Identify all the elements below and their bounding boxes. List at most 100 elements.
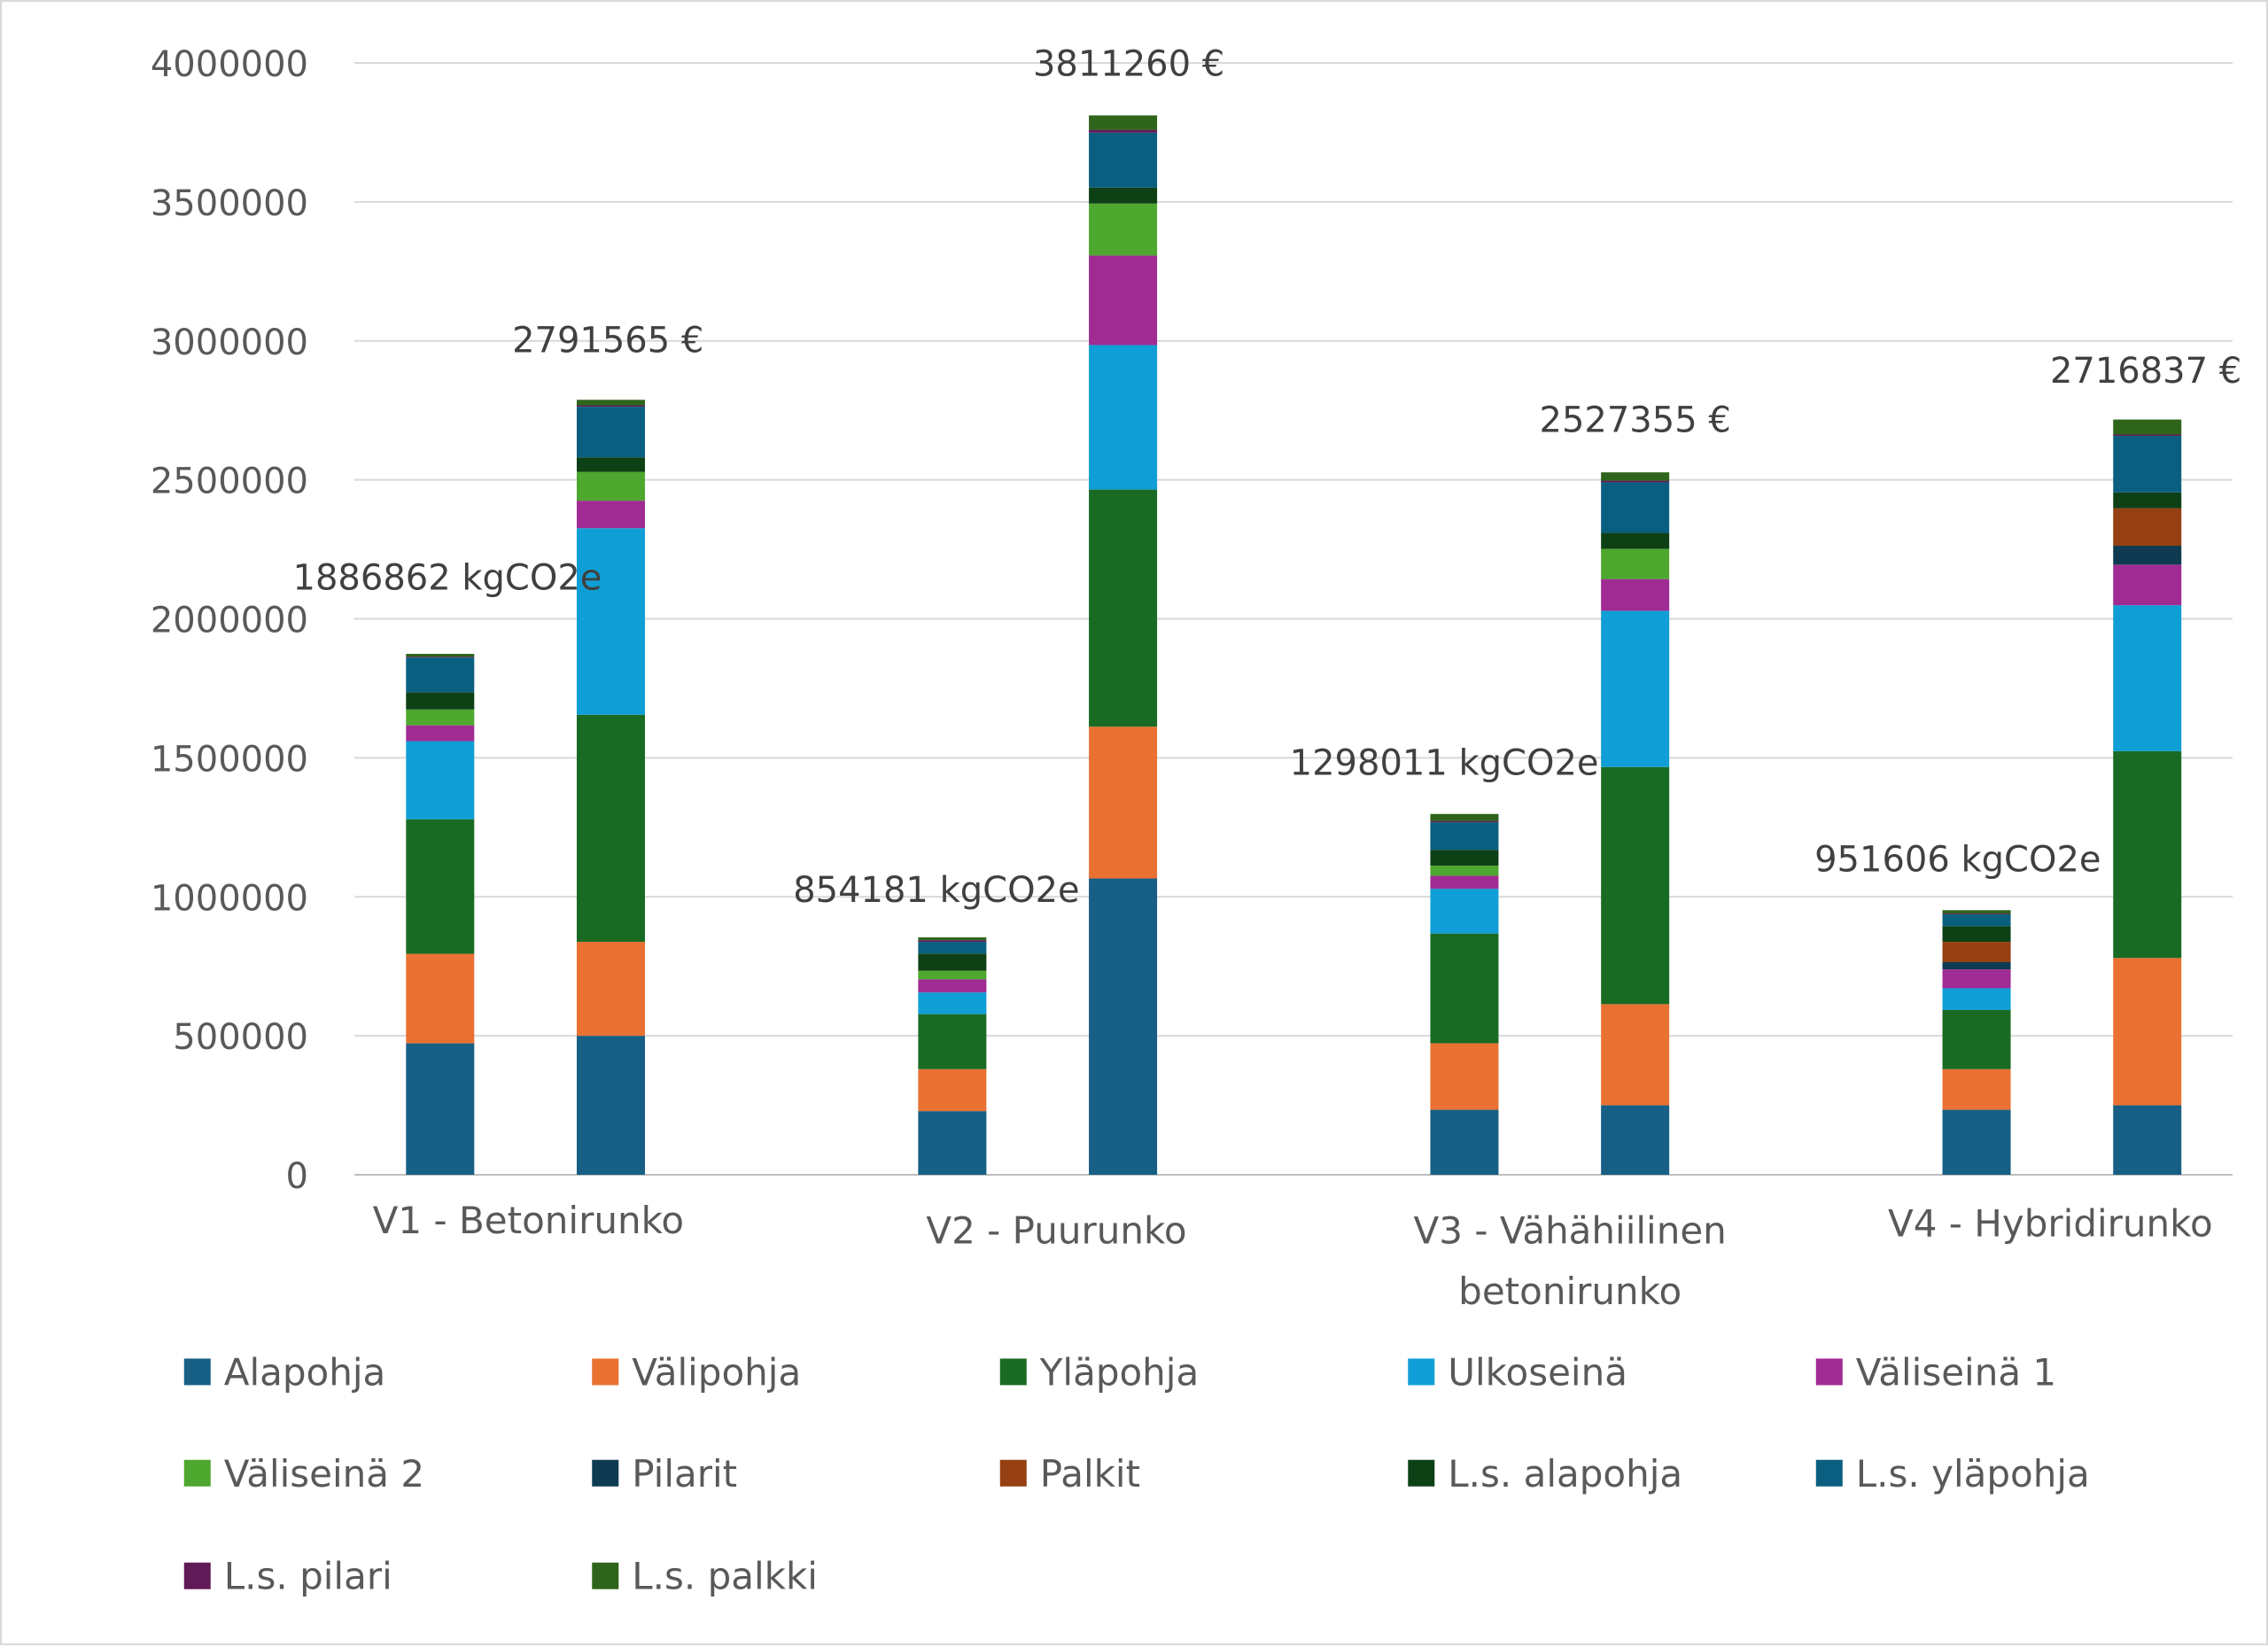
bar-segment-pilarit (2113, 545, 2182, 565)
bar-segment-l-s-palkki (406, 654, 475, 657)
legend-swatch (999, 1358, 1027, 1386)
bar-segment-alapohja (1089, 878, 1158, 1175)
bar-segment-v-lisein-2 (1430, 866, 1499, 876)
bar-segment-v-lisein-1 (576, 501, 645, 529)
legend-label: Alapohja (224, 1350, 386, 1394)
bar-segment-v-lipohja (1430, 1043, 1499, 1110)
bar-segment-l-s-pilari (918, 940, 987, 943)
legend-label: Väliseinä 1 (1856, 1350, 2056, 1394)
bar-segment-ulkosein- (406, 741, 475, 820)
bar-segment-yl-pohja (576, 714, 645, 943)
bar-segment-l-s-palkki (1089, 115, 1158, 130)
legend-label: L.s. pilari (224, 1555, 392, 1598)
bar-segment-v-lisein-1 (918, 979, 987, 993)
legend-label: L.s. yläpohja (1856, 1452, 2090, 1496)
bar-segment-l-s-yl-pohja (1430, 822, 1499, 851)
bar-segment-l-s-yl-pohja (1089, 132, 1158, 188)
bar-segment-yl-pohja (1430, 933, 1499, 1044)
x-category-label: V1 - Betonirunko (373, 1199, 684, 1242)
bar-segment-v-lisein-2 (576, 471, 645, 501)
bar-segment-l-s-yl-pohja (2113, 436, 2182, 493)
bar-segment-alapohja (1601, 1105, 1670, 1175)
bar-segment-l-s-pilari (1430, 820, 1499, 823)
bar-total-label: 2527355 € (1540, 400, 1731, 440)
bar-segment-alapohja (576, 1036, 645, 1175)
bar-segment-l-s-alapohja (2113, 492, 2182, 509)
bar-segment-l-s-pilari (2113, 434, 2182, 437)
bar-segment-l-s-pilari (576, 405, 645, 408)
y-tick-label: 4000000 (151, 44, 308, 85)
bar-segment-v-lisein-1 (406, 725, 475, 742)
bar-total-label: 2716837 € (2050, 351, 2241, 392)
bar-total-label: 1298011 kgCO2e (1290, 742, 1599, 783)
bar-segment-ulkosein- (2113, 605, 2182, 751)
bar-segment-l-s-pilari (1601, 480, 1670, 483)
y-tick-label: 2000000 (151, 601, 308, 641)
legend-swatch (183, 1562, 211, 1589)
bar-segment-l-s-yl-pohja (406, 657, 475, 693)
bar-total-label: 951606 kgCO2e (1814, 840, 2101, 881)
bar-segment-v-lipohja (1089, 726, 1158, 879)
bar-segment-yl-pohja (918, 1014, 987, 1069)
bar-segment-l-s-yl-pohja (918, 942, 987, 954)
legend-label: Palkit (1040, 1452, 1140, 1496)
bar-segment-v-lisein-2 (918, 970, 987, 980)
bar-segment-l-s-alapohja (1089, 187, 1158, 204)
legend-swatch (592, 1459, 619, 1487)
bar-segment-l-s-palkki (1601, 472, 1670, 481)
bar-segment-l-s-palkki (918, 937, 987, 941)
y-tick-label: 1000000 (151, 878, 308, 919)
bar-segment-l-s-yl-pohja (1601, 482, 1670, 533)
bar-segment-v-lisein-2 (1601, 548, 1670, 579)
bar-segment-v-lipohja (918, 1068, 987, 1112)
bar-segment-v-lipohja (406, 953, 475, 1044)
bar-segment-l-s-alapohja (406, 692, 475, 710)
bar-segment-yl-pohja (1601, 766, 1670, 1005)
x-category-label: betonirunko (1458, 1270, 1682, 1313)
legend-label: Välipohja (632, 1350, 801, 1394)
bar-segment-ulkosein- (918, 992, 987, 1014)
legend-swatch (592, 1358, 619, 1386)
legend-label: Pilarit (632, 1452, 737, 1496)
legend-label: Yläpohja (1039, 1350, 1199, 1394)
bar-segment-alapohja (918, 1111, 987, 1175)
bar-segment-palkit (2113, 508, 2182, 546)
bar-segment-l-s-alapohja (1430, 850, 1499, 866)
bar-segment-l-s-palkki (576, 400, 645, 406)
bar-total-label: 1886862 kgCO2e (293, 557, 602, 598)
y-tick-label: 2500000 (151, 462, 308, 502)
bar-segment-v-lisein-1 (1942, 969, 2011, 989)
bar-segment-ulkosein- (1601, 610, 1670, 767)
bar-segment-l-s-palkki (1942, 910, 2011, 914)
bar-segment-alapohja (1430, 1109, 1499, 1175)
bar-segment-v-lisein-1 (1430, 875, 1499, 890)
bar-segment-alapohja (2113, 1105, 2182, 1175)
y-tick-label: 1500000 (151, 739, 308, 780)
bar-segment-yl-pohja (1942, 1009, 2011, 1069)
bar-segment-l-s-palkki (1430, 813, 1499, 821)
legend-swatch (592, 1562, 619, 1589)
bar-segment-v-lisein-1 (2113, 564, 2182, 606)
legend-label: L.s. palkki (632, 1555, 818, 1598)
legend-swatch (1408, 1459, 1435, 1487)
bar-total-label: 3811260 € (1033, 44, 1224, 85)
x-category-label: V2 - Puurunko (926, 1208, 1186, 1252)
legend-swatch (999, 1459, 1027, 1487)
bar-segment-ulkosein- (1089, 345, 1158, 490)
bar-segment-ulkosein- (1942, 988, 2011, 1010)
bar-segment-l-s-palkki (2113, 419, 2182, 435)
x-category-label: V4 - Hybridirunko (1888, 1201, 2213, 1245)
legend-label: L.s. alapohja (1448, 1452, 1682, 1496)
bar-segment-l-s-pilari (1089, 129, 1158, 133)
legend-swatch (1815, 1459, 1843, 1487)
bar-total-label: 2791565 € (512, 320, 703, 361)
bar-segment-l-s-alapohja (1942, 926, 2011, 943)
bar-total-label: 854181 kgCO2e (793, 870, 1079, 911)
bar-segment-yl-pohja (2113, 750, 2182, 959)
bar-segment-v-lipohja (2113, 958, 2182, 1106)
bar-segment-l-s-alapohja (576, 457, 645, 472)
bar-segment-l-s-yl-pohja (576, 407, 645, 458)
bar-segment-alapohja (1942, 1109, 2011, 1175)
